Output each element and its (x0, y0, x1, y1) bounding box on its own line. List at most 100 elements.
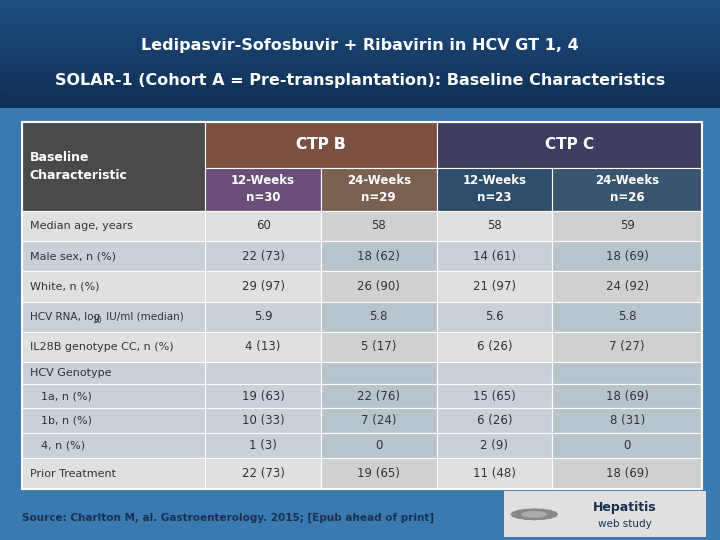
Text: 22 (73): 22 (73) (242, 249, 284, 262)
Bar (22, 383, 205, 408)
Bar (0, 92, 720, 93)
Bar (0, 101, 720, 102)
Circle shape (513, 511, 523, 514)
Text: 14 (61): 14 (61) (473, 249, 516, 262)
Text: 5.8: 5.8 (618, 310, 636, 323)
Bar (0, 98, 720, 99)
Bar (0, 24, 720, 25)
Bar (0, 83, 720, 84)
Bar (0, 89, 720, 90)
Bar (0, 79, 720, 80)
Bar (0, 38, 720, 39)
Bar (0, 40, 720, 41)
Text: 21 (97): 21 (97) (473, 280, 516, 293)
Circle shape (547, 513, 557, 516)
Bar (205, 458, 321, 489)
Circle shape (546, 511, 556, 514)
Circle shape (522, 517, 532, 519)
Bar (0, 48, 720, 49)
Bar (321, 434, 436, 458)
Text: 24-Weeks
n=29: 24-Weeks n=29 (347, 174, 411, 204)
Circle shape (546, 515, 556, 517)
Bar (436, 271, 552, 301)
Text: 18 (62): 18 (62) (357, 249, 400, 262)
Bar (0, 60, 720, 61)
Bar (0, 44, 720, 45)
Bar (22, 271, 205, 301)
Bar (0, 74, 720, 75)
Circle shape (529, 509, 539, 511)
Text: 24 (92): 24 (92) (606, 280, 649, 293)
Bar (0, 106, 720, 107)
Bar (0, 61, 720, 62)
Bar (0, 102, 720, 103)
Bar (205, 383, 321, 408)
Text: 5.8: 5.8 (369, 310, 388, 323)
Text: 1 (3): 1 (3) (249, 440, 277, 453)
Bar (552, 241, 702, 271)
FancyBboxPatch shape (500, 490, 710, 538)
Text: 0: 0 (624, 440, 631, 453)
Text: 5.6: 5.6 (485, 310, 504, 323)
Bar (552, 408, 702, 434)
Text: 18 (69): 18 (69) (606, 249, 649, 262)
Text: 5 (17): 5 (17) (361, 341, 397, 354)
Bar (22, 301, 205, 332)
Text: 18 (69): 18 (69) (606, 389, 649, 402)
Bar (0, 34, 720, 35)
Bar (0, 84, 720, 85)
Bar (22, 332, 205, 362)
Bar (0, 33, 720, 34)
Text: IL28B genotype CC, n (%): IL28B genotype CC, n (%) (30, 342, 174, 352)
Text: 2 (9): 2 (9) (480, 440, 508, 453)
Bar (205, 122, 436, 168)
Text: Hepatitis: Hepatitis (593, 501, 657, 514)
Bar (0, 99, 720, 100)
Bar (0, 104, 720, 105)
Text: Ledipasvir-Sofosbuvir + Ribavirin in HCV GT 1, 4: Ledipasvir-Sofosbuvir + Ribavirin in HCV… (141, 38, 579, 53)
Text: 26 (90): 26 (90) (357, 280, 400, 293)
Bar (205, 434, 321, 458)
Bar (321, 458, 436, 489)
Bar (205, 332, 321, 362)
Bar (0, 100, 720, 101)
Bar (22, 408, 205, 434)
Text: 12-Weeks
n=30: 12-Weeks n=30 (231, 174, 295, 204)
Bar (0, 56, 720, 57)
Bar (0, 96, 720, 97)
Text: 6 (26): 6 (26) (477, 341, 512, 354)
Bar (22, 122, 205, 211)
Bar (22, 458, 205, 489)
Bar (0, 78, 720, 79)
Bar (0, 52, 720, 53)
Bar (0, 91, 720, 92)
Text: 29 (97): 29 (97) (242, 280, 284, 293)
Bar (0, 1, 720, 2)
Bar (321, 301, 436, 332)
Bar (552, 301, 702, 332)
Bar (0, 87, 720, 88)
Bar (0, 46, 720, 47)
Bar (0, 85, 720, 86)
Text: 4, n (%): 4, n (%) (34, 441, 85, 451)
Bar (0, 53, 720, 54)
Text: 60: 60 (256, 219, 271, 232)
Text: 24-Weeks
n=26: 24-Weeks n=26 (595, 174, 660, 204)
Circle shape (522, 509, 532, 512)
Bar (0, 65, 720, 66)
Circle shape (522, 511, 546, 517)
Bar (0, 54, 720, 55)
Bar (22, 362, 205, 383)
Text: 58: 58 (372, 219, 386, 232)
Bar (0, 42, 720, 43)
Bar (436, 383, 552, 408)
Bar (205, 271, 321, 301)
Bar (321, 383, 436, 408)
Bar (0, 67, 720, 68)
Bar (0, 7, 720, 8)
Bar (0, 94, 720, 95)
Bar (0, 57, 720, 58)
Bar (436, 458, 552, 489)
Text: 11 (48): 11 (48) (473, 467, 516, 480)
Bar (0, 70, 720, 71)
